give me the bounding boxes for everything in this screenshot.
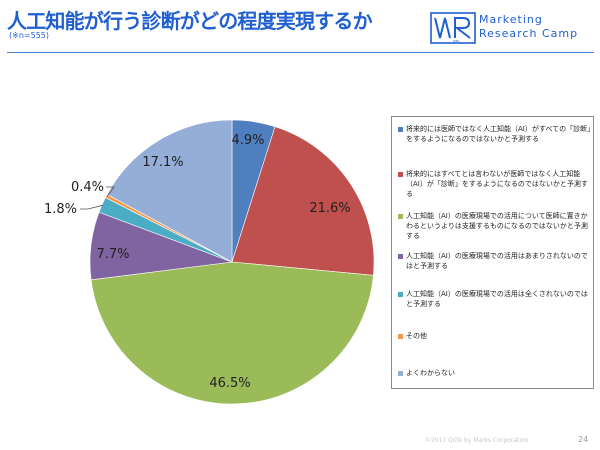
data-label: 4.9% — [231, 133, 264, 148]
data-label: 0.4% — [71, 180, 104, 195]
brand-name-line1: Marketing — [479, 13, 543, 26]
legend-label: 人工知能（AI）の医療現場での活用はあまりされないのではと予測する — [406, 252, 588, 270]
legend-swatch — [398, 214, 403, 219]
legend-swatch — [398, 254, 403, 259]
legend-label: 将来的にはすべてとは言わないが医師ではなく人工知能（AI）が「診断」をするように… — [406, 170, 588, 198]
legend-label: その他 — [406, 332, 427, 340]
data-label: 7.7% — [96, 247, 129, 262]
legend-item: 人工知能（AI）の医療現場での活用はあまりされないのではと予測する — [396, 251, 592, 271]
legend-item: 将来的にはすべてとは言わないが医師ではなく人工知能（AI）が「診断」をするように… — [396, 169, 592, 199]
data-label: 46.5% — [209, 376, 250, 391]
logo-text: MRC — [453, 39, 460, 43]
brand-logo: MRC Marketing Research Camp — [430, 12, 592, 44]
brand-name: Marketing Research Camp — [479, 13, 578, 41]
leader-lines — [80, 186, 115, 210]
copyright-text: ©2017 Qlife by Marks Corporation — [425, 437, 529, 444]
chart-legend: 将来的には医師ではなく人工知能（AI）がすべての「診断」をするようになるのではな… — [391, 116, 594, 389]
page-title: 人工知能が行う診断がどの程度実現するか — [7, 9, 373, 33]
leader-line — [80, 204, 104, 210]
legend-swatch — [398, 127, 403, 132]
legend-item: よくわからない — [396, 368, 592, 378]
legend-item: その他 — [396, 331, 592, 341]
brand-name-line2: Research Camp — [479, 27, 579, 40]
legend-label: 人工知能（AI）の医療現場での活用について医師に置きかわるというよりは支援するも… — [406, 212, 588, 240]
legend-swatch — [398, 334, 403, 339]
pie-slice — [90, 261, 374, 405]
legend-label: 人工知能（AI）の医療現場での活用は全くされないのではと予測する — [406, 290, 588, 308]
legend-item: 人工知能（AI）の医療現場での活用は全くされないのではと予測する — [396, 289, 592, 309]
pie-slices — [89, 119, 375, 405]
legend-item: 人工知能（AI）の医療現場での活用について医師に置きかわるというよりは支援するも… — [396, 211, 592, 241]
data-label: 21.6% — [309, 201, 350, 216]
leader-line — [106, 186, 115, 197]
pie-slice — [231, 126, 375, 276]
sample-size-note: (※n=555) — [9, 31, 49, 40]
legend-swatch — [398, 292, 403, 297]
pie-slice — [106, 119, 233, 263]
legend-swatch — [398, 172, 403, 177]
mrc-logo-icon: MRC — [430, 12, 476, 44]
page-number: 24 — [578, 435, 589, 444]
data-label: 17.1% — [142, 155, 183, 170]
data-label: 1.8% — [44, 202, 77, 217]
data-labels: 4.9% 21.6% 46.5% 7.7% 1.8% 0.4% 17.1% — [44, 133, 351, 391]
legend-label: 将来的には医師ではなく人工知能（AI）がすべての「診断」をするようになるのではな… — [406, 125, 591, 143]
header-divider — [7, 52, 594, 53]
legend-item: 将来的には医師ではなく人工知能（AI）がすべての「診断」をするようになるのではな… — [396, 124, 592, 144]
legend-swatch — [398, 371, 403, 376]
legend-label: よくわからない — [406, 369, 455, 377]
